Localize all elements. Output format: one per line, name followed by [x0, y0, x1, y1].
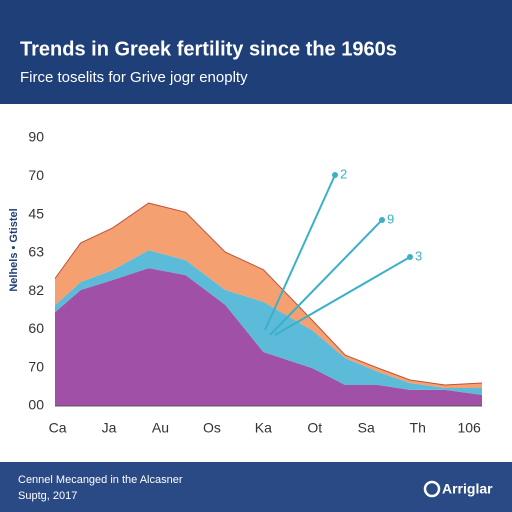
- area-outline: [54, 202, 483, 386]
- chart-title: Trends in Greek fertility since the 1960…: [20, 38, 397, 60]
- footer: [0, 462, 512, 512]
- header: [0, 0, 512, 104]
- annotation: 2: [340, 166, 347, 181]
- x-tick-label: Ca: [49, 420, 67, 436]
- x-tick-label: Ja: [102, 420, 117, 436]
- annotation-line: [274, 256, 411, 336]
- area: [55, 203, 482, 389]
- x-tick-label: Ot: [307, 420, 322, 436]
- annotation-dot: [407, 254, 413, 260]
- y-tick-label: 45: [28, 205, 44, 221]
- x-tick-label: Sa: [358, 420, 375, 436]
- annotation-line: [269, 219, 383, 336]
- x-tick-label: Os: [203, 420, 221, 436]
- annotation-line: [264, 174, 336, 331]
- y-axis-label: Nelhels • Gtistel: [8, 208, 20, 291]
- footer-text: Cennel Mecanged in the Alcasner: [18, 474, 183, 486]
- logo-icon: [423, 480, 441, 498]
- y-tick-label: 70: [28, 358, 44, 374]
- annotation-dot: [379, 217, 385, 223]
- y-tick-label: 60: [28, 320, 44, 336]
- annotation: 3: [415, 248, 422, 263]
- chart-subtitle: Firce toselits for Grive jogr enoplty: [20, 69, 248, 86]
- x-tick-label: Au: [152, 420, 169, 436]
- y-tick-label: 82: [28, 282, 44, 298]
- y-tick-label: 63: [28, 244, 44, 260]
- x-tick-label: Th: [410, 420, 426, 436]
- annotation-dot: [332, 172, 338, 178]
- y-tick-label: 70: [28, 167, 44, 183]
- footer-text: Suptg, 2017: [18, 490, 77, 502]
- y-tick-label: 90: [28, 129, 44, 145]
- y-tick-label: 00: [28, 397, 44, 413]
- annotation: 9: [387, 211, 394, 226]
- area: [55, 268, 482, 406]
- logo-text: Arriglar: [442, 481, 493, 497]
- x-tick-label: Ka: [255, 420, 272, 436]
- x-tick-label: 106: [457, 420, 481, 436]
